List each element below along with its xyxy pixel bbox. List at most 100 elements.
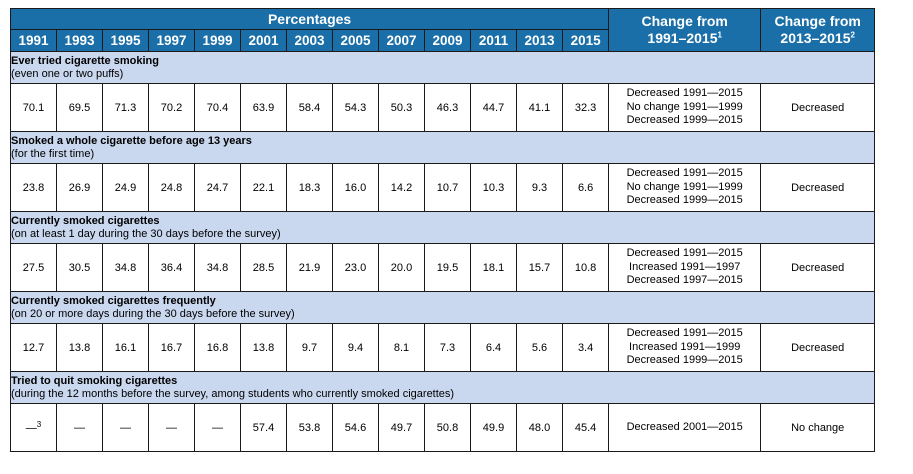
value-text: 34.8 [206,261,229,274]
value-text: 28.5 [252,261,275,274]
footnote-marker: 3 [36,420,42,430]
change-2013-2015-cell: Decreased [760,83,876,132]
value-text: — [166,421,177,434]
value-cell: 16.7 [148,323,195,372]
table-row: 23.8 26.9 24.9 24.8 24.7 22.1 18.3 16.0 14.2 10.7… [10,163,876,212]
value-text: 16.0 [344,181,367,194]
value-text: 71.3 [114,101,137,114]
percentages-header: Percentages [9,8,610,30]
value-cell: 10.8 [561,243,610,292]
value-cell: 6.6 [561,163,610,212]
value-text: 24.8 [160,181,183,194]
change-2013-2015-header: Change from 2013–20152 [760,8,876,52]
trend-1991-2015-cell: Decreased 1991—2015 Increased 1991—1997 De… [608,243,762,292]
change-long-footnote: 1 [717,30,722,40]
value-text: 19.5 [436,261,459,274]
value-text: — [120,421,131,434]
value-text: 36.4 [160,261,183,274]
section-subtitle: (on 20 or more days during the 30 days b… [11,307,295,320]
value-text: 48.0 [528,421,551,434]
section-header-row: Ever tried cigarette smoking (even one or… [9,51,876,84]
section-label: Currently smoked cigarettes (on at least … [9,211,876,244]
value-text: 6.6 [577,181,594,194]
value-text: 3.4 [577,341,594,354]
value-cell: 7.3 [424,323,471,372]
value-text: 54.3 [344,101,367,114]
change-short-line1: Change from [774,13,861,29]
value-text: 57.4 [252,421,275,434]
section-subtitle: (even one or two puffs) [11,67,124,80]
year-header-cell: 1991 [10,29,57,52]
value-cell: 70.4 [194,83,241,132]
value-text: 9.3 [531,181,548,194]
value-text: 20.0 [390,261,413,274]
value-text: 13.8 [252,341,275,354]
value-text: 12.7 [22,341,45,354]
value-text: 50.8 [436,421,459,434]
trend-line: Decreased 1999—2015 [626,354,743,367]
value-cell: 22.1 [240,163,287,212]
section-header-row: Tried to quit smoking cigarettes (during … [9,371,876,404]
value-cell: 10.3 [470,163,517,212]
table-row: 70.1 69.5 71.3 70.2 70.4 63.9 58.4 54.3 50.3 46.3… [10,83,876,132]
value-cell: 19.5 [424,243,471,292]
trend-line: Increased 1991—1999 [629,340,741,353]
value-text: 5.6 [531,341,548,354]
value-text: 69.5 [68,101,91,114]
value-cell: 16.1 [102,323,149,372]
value-cell: 23.8 [10,163,57,212]
section-header-row: Smoked a whole cigarette before age 13 y… [9,131,876,164]
value-text: 16.8 [206,341,229,354]
year-header-cell: 2015 [561,29,610,52]
value-cell: 15.7 [516,243,563,292]
year-header-cell: 2005 [332,29,379,52]
section-subtitle: (during the 12 months before the survey,… [11,387,455,400]
value-text: — [212,421,223,434]
year-header-cell: 2009 [424,29,471,52]
value-text: 23.0 [344,261,367,274]
change-long-line1: Change from [641,13,728,29]
value-text: 24.9 [114,181,137,194]
value-text: 45.4 [574,421,597,434]
value-text: 70.2 [160,101,183,114]
value-cell: 6.4 [470,323,517,372]
value-text: 21.9 [298,261,321,274]
section-header-row: Currently smoked cigarettes (on at least … [9,211,876,244]
smoking-trends-table: Percentages Change from 1991–20151 Chang… [9,8,876,452]
value-text: 44.7 [482,101,505,114]
value-cell: 30.5 [56,243,103,292]
value-text: 26.9 [68,181,91,194]
section-label: Tried to quit smoking cigarettes (during … [9,371,876,404]
value-cell: 13.8 [56,323,103,372]
value-text: 50.3 [390,101,413,114]
section-subtitle: (for the first time) [11,147,95,160]
trend-1991-2015-cell: Decreased 1991—2015 No change 1991—1999 De… [608,163,762,212]
value-cell: 46.3 [424,83,471,132]
value-cell: 53.8 [286,403,333,452]
table-body: Ever tried cigarette smoking (even one or… [9,51,876,452]
section-label: Smoked a whole cigarette before age 13 y… [9,131,876,164]
value-cell: — [194,403,241,452]
trend-1991-2015-cell: Decreased 2001—2015 [608,403,762,452]
value-text: 16.1 [114,341,137,354]
value-cell: 18.3 [286,163,333,212]
value-cell: 24.8 [148,163,195,212]
value-cell: 16.8 [194,323,241,372]
section-title: Currently smoked cigarettes frequently [11,294,216,307]
year-header-cell: 2011 [470,29,517,52]
value-cell: 49.7 [378,403,425,452]
value-cell: 23.0 [332,243,379,292]
value-text: 18.1 [482,261,505,274]
value-cell: 14.2 [378,163,425,212]
year-header-cell: 2007 [378,29,425,52]
value-text: 15.7 [528,261,551,274]
trend-line: Decreased 1997—2015 [626,274,743,287]
value-cell: 9.3 [516,163,563,212]
section-title: Ever tried cigarette smoking [11,54,159,67]
change-1991-2015-header: Change from 1991–20151 [608,8,762,52]
value-cell: — [56,403,103,452]
value-text: 63.9 [252,101,275,114]
value-cell: 71.3 [102,83,149,132]
value-cell: 24.9 [102,163,149,212]
value-text: 58.4 [298,101,321,114]
